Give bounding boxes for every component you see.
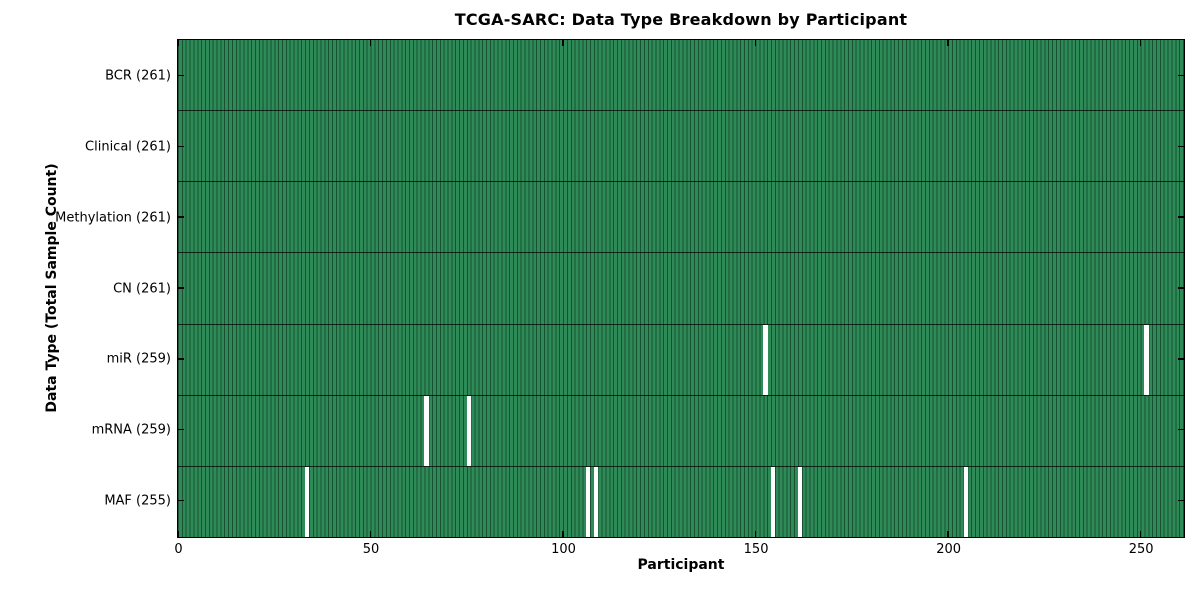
chart-title: TCGA-SARC: Data Type Breakdown by Partic… (454, 10, 908, 29)
row-miR (178, 324, 1184, 396)
absent-bar-MAF-204 (963, 466, 968, 537)
absent-bar-MAF-161 (797, 466, 803, 537)
absent-bar-MAF-106 (586, 466, 591, 537)
absent-bar-miR-152 (763, 324, 768, 395)
x-tick-label-100: 100 (551, 542, 576, 557)
x-tick-label-200: 200 (936, 542, 962, 557)
x-tick-label-150: 150 (743, 542, 769, 557)
y-tick-label-mRNA: mRNA (259) (91, 422, 171, 438)
row-MAF (178, 466, 1184, 537)
x-axis-label: Participant (637, 557, 725, 573)
row-Clinical (178, 111, 1184, 183)
y-tick-label-Methylation: Methylation (261) (55, 210, 171, 226)
y-tick-label-CN: CN (261) (113, 281, 171, 296)
y-tick-label-Clinical: Clinical (261) (85, 139, 171, 155)
row-mRNA (178, 395, 1184, 467)
absent-bar-miR-251 (1144, 324, 1149, 395)
y-axis-label: Data Type (Total Sample Count) (44, 163, 60, 413)
row-CN (178, 253, 1184, 325)
absent-bar-MAF-108 (593, 466, 599, 537)
y-tick-label-miR: miR (259) (106, 351, 171, 367)
row-Methylation (178, 182, 1184, 254)
x-tick-label-0: 0 (174, 542, 183, 557)
y-tick-label-BCR: BCR (261) (105, 68, 171, 84)
y-tick-label-MAF: MAF (255) (104, 493, 171, 509)
absent-bar-MAF-154 (770, 466, 776, 537)
absent-bar-MAF-33 (305, 466, 310, 537)
absent-bar-mRNA-75 (466, 395, 472, 466)
heatmap-rows (178, 40, 1184, 537)
x-tick-label-50: 50 (362, 542, 380, 557)
x-tick-label-250: 250 (1128, 542, 1154, 557)
plot-area: Present Absent (177, 39, 1185, 538)
row-BCR (178, 40, 1184, 112)
absent-bar-mRNA-64 (424, 395, 429, 466)
